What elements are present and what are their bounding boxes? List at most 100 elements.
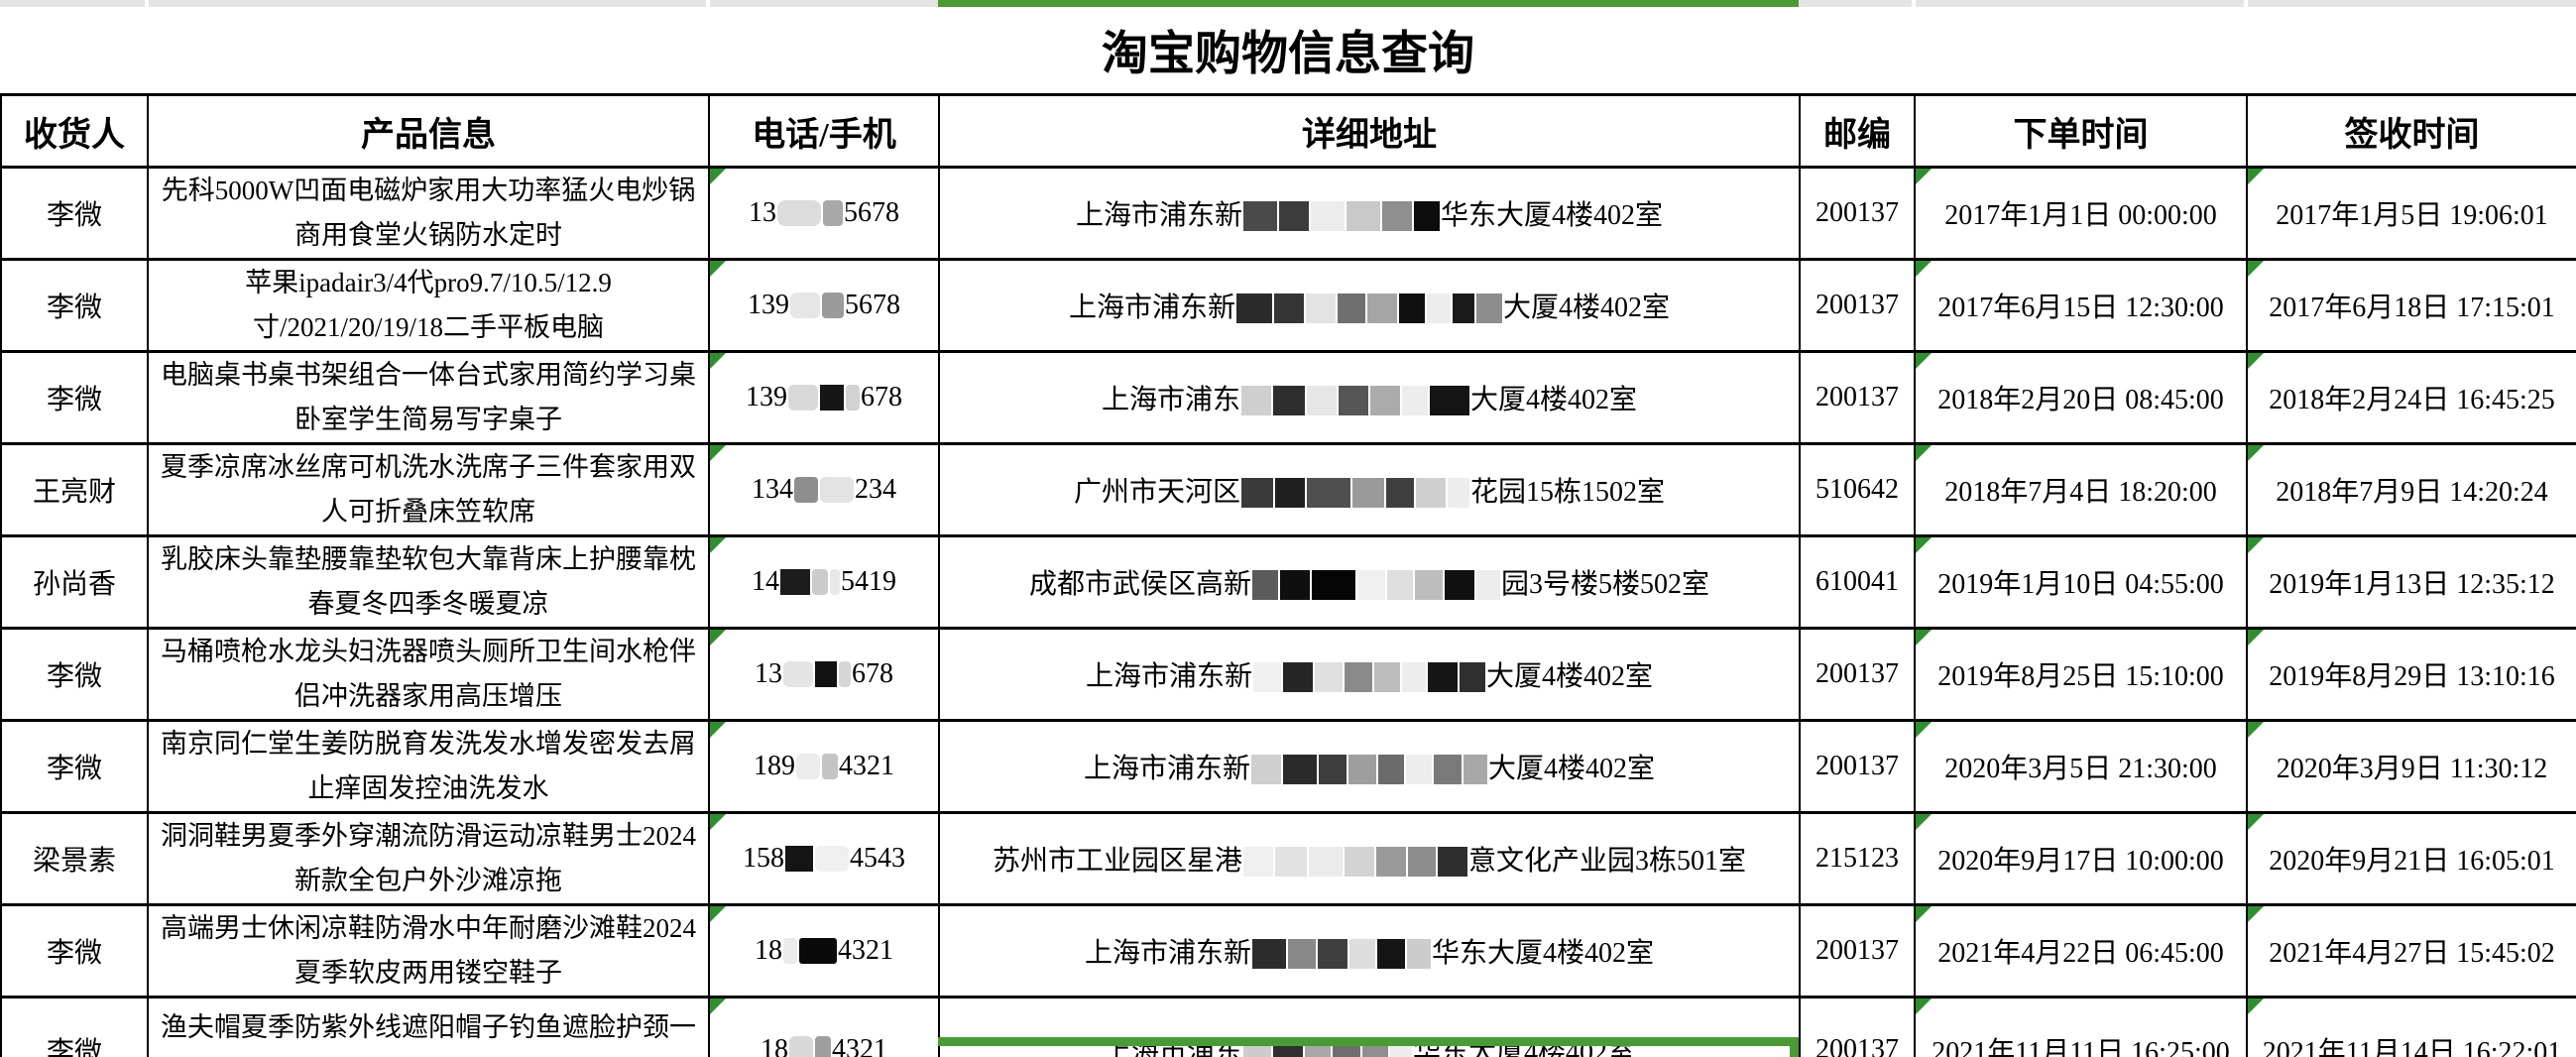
address-value: 上海市浦东 大厦4楼402室 xyxy=(1102,385,1637,415)
cell-product[interactable]: 先科5000W凹面电磁炉家用大功率猛火电炒锅商用食堂火锅防水定时 xyxy=(147,166,710,261)
col-header-postal[interactable]: 邮编 xyxy=(1799,93,1916,169)
cell-flag-triangle-icon xyxy=(1917,631,1932,646)
cell-order-time[interactable]: 2018年7月4日 18:20:00 xyxy=(1914,442,2248,537)
cell-phone[interactable]: 139 5678 xyxy=(708,258,940,353)
cell-address[interactable]: 上海市浦东新 华东大厦4楼402室 xyxy=(938,903,1801,998)
col-header-product[interactable]: 产品信息 xyxy=(147,93,710,169)
cell-address[interactable]: 成都市武侯区高新 园3号楼5楼502室 xyxy=(938,534,1801,630)
cell-flag-triangle-icon xyxy=(2249,815,2264,830)
address-suffix: 大厦4楼402室 xyxy=(1503,293,1671,323)
cell-recipient[interactable]: 王亮财 xyxy=(0,442,149,537)
cell-address[interactable]: 上海市浦东新 华东大厦4楼402室 xyxy=(938,166,1801,261)
cell-address[interactable]: 广州市天河区 花园15栋1502室 xyxy=(938,442,1801,537)
cell-phone[interactable]: 134 234 xyxy=(708,442,940,537)
col-header-order-time[interactable]: 下单时间 xyxy=(1914,93,2248,169)
cell-recipient[interactable]: 李微 xyxy=(0,627,149,722)
cell-postal[interactable]: 200137 xyxy=(1799,258,1916,353)
phone-suffix: 4321 xyxy=(832,1033,887,1057)
cell-phone[interactable]: 18 4321 xyxy=(708,996,940,1057)
cell-product[interactable]: 马桶喷枪水龙头妇洗器喷头厕所卫生间水枪伴侣冲洗器家用高压增压 xyxy=(147,627,710,722)
cell-sign-time[interactable]: 2018年2月24日 16:45:25 xyxy=(2246,350,2576,445)
cell-phone[interactable]: 13 5678 xyxy=(708,166,940,261)
cell-postal[interactable]: 200137 xyxy=(1799,350,1916,445)
cell-product[interactable]: 电脑桌书桌书架组合一体台式家用简约学习桌卧室学生简易写字桌子 xyxy=(147,350,710,445)
cell-product[interactable]: 高端男士休闲凉鞋防滑水中年耐磨沙滩鞋2024夏季软皮两用镂空鞋子 xyxy=(147,903,710,998)
cell-phone[interactable]: 139 678 xyxy=(708,350,940,445)
phone-prefix: 158 xyxy=(743,843,784,874)
address-redaction xyxy=(1242,846,1468,877)
address-suffix: 大厦4楼402室 xyxy=(1486,661,1654,692)
address-value: 广州市天河区 花园15栋1502室 xyxy=(1074,477,1665,508)
phone-redaction xyxy=(788,1034,832,1057)
cell-phone[interactable]: 13 678 xyxy=(708,627,940,722)
cell-product[interactable]: 洞洞鞋男夏季外穿潮流防滑运动凉鞋男士2024新款全包户外沙滩凉拖 xyxy=(147,811,710,906)
col-header-sign-time[interactable]: 签收时间 xyxy=(2246,93,2576,169)
cell-recipient[interactable]: 孙尚香 xyxy=(0,534,149,630)
cell-address[interactable]: 上海市浦东新 大厦4楼402室 xyxy=(938,258,1801,353)
cell-sign-time[interactable]: 2021年11月14日 16:22:01 xyxy=(2246,996,2576,1057)
cell-postal[interactable]: 200137 xyxy=(1799,627,1916,722)
cell-postal[interactable]: 200137 xyxy=(1799,719,1916,814)
cell-postal[interactable]: 200137 xyxy=(1799,166,1916,261)
cell-postal[interactable]: 215123 xyxy=(1799,811,1916,906)
cell-flag-triangle-icon xyxy=(711,999,726,1014)
col-header-address[interactable]: 详细地址 xyxy=(938,93,1801,169)
cell-recipient[interactable]: 梁景素 xyxy=(0,811,149,906)
col-header-recipient[interactable]: 收货人 xyxy=(0,93,149,169)
cell-address[interactable]: 上海市浦东新 大厦4楼402室 xyxy=(938,719,1801,814)
phone-value: 189 4321 xyxy=(754,751,894,781)
strip-cell-divider xyxy=(2244,0,2248,7)
cell-order-time[interactable]: 2019年8月25日 15:10:00 xyxy=(1914,627,2248,722)
cell-phone[interactable]: 14 5419 xyxy=(708,534,940,630)
cell-sign-time[interactable]: 2019年8月29日 13:10:16 xyxy=(2246,627,2576,722)
cell-product[interactable]: 苹果ipadair3/4代pro9.7/10.5/12.9寸/2021/20/1… xyxy=(147,258,710,353)
selected-column-highlight-endcap xyxy=(1790,1037,1799,1057)
cell-flag-triangle-icon xyxy=(1917,446,1932,461)
cell-postal[interactable]: 510642 xyxy=(1799,442,1916,537)
cell-phone[interactable]: 189 4321 xyxy=(708,719,940,814)
cell-postal[interactable]: 610041 xyxy=(1799,534,1916,630)
cell-address[interactable]: 上海市浦东新 大厦4楼402室 xyxy=(938,627,1801,722)
cell-order-time[interactable]: 2021年11月11日 16:25:00 xyxy=(1914,996,2248,1057)
cell-order-time[interactable]: 2017年6月15日 12:30:00 xyxy=(1914,258,2248,353)
cell-sign-time[interactable]: 2018年7月9日 14:20:24 xyxy=(2246,442,2576,537)
col-header-phone[interactable]: 电话/手机 xyxy=(708,93,940,169)
cell-order-time[interactable]: 2020年3月5日 21:30:00 xyxy=(1914,719,2248,814)
cell-product[interactable]: 渔夫帽夏季防紫外线遮阳帽子钓鱼遮脸护颈一体男防晒帽大檐太阳帽 xyxy=(147,996,710,1057)
cell-postal[interactable]: 200137 xyxy=(1799,996,1916,1057)
cell-sign-time[interactable]: 2019年1月13日 12:35:12 xyxy=(2246,534,2576,630)
cell-sign-time[interactable]: 2017年1月5日 19:06:01 xyxy=(2246,166,2576,261)
cell-recipient[interactable]: 李微 xyxy=(0,903,149,998)
phone-value: 13 678 xyxy=(755,658,893,689)
cell-phone[interactable]: 158 4543 xyxy=(708,811,940,906)
cell-recipient[interactable]: 李微 xyxy=(0,996,149,1057)
cell-recipient[interactable]: 李微 xyxy=(0,166,149,261)
cell-sign-time[interactable]: 2020年9月21日 16:05:01 xyxy=(2246,811,2576,906)
cell-order-time[interactable]: 2020年9月17日 10:00:00 xyxy=(1914,811,2248,906)
cell-sign-time[interactable]: 2020年3月9日 11:30:12 xyxy=(2246,719,2576,814)
cell-sign-time[interactable]: 2017年6月18日 17:15:01 xyxy=(2246,258,2576,353)
cell-order-time[interactable]: 2018年2月20日 08:45:00 xyxy=(1914,350,2248,445)
cell-recipient[interactable]: 李微 xyxy=(0,350,149,445)
cell-recipient[interactable]: 李微 xyxy=(0,258,149,353)
cell-recipient[interactable]: 李微 xyxy=(0,719,149,814)
cell-sign-time[interactable]: 2021年4月27日 15:45:02 xyxy=(2246,903,2576,998)
address-value: 成都市武侯区高新 园3号楼5楼502室 xyxy=(1029,569,1709,600)
cell-address[interactable]: 苏州市工业园区星港 意文化产业园3栋501室 xyxy=(938,811,1801,906)
cell-postal[interactable]: 200137 xyxy=(1799,903,1916,998)
cell-product[interactable]: 南京同仁堂生姜防脱育发洗发水增发密发去屑止痒固发控油洗发水 xyxy=(147,719,710,814)
cell-flag-triangle-icon xyxy=(1917,907,1932,922)
cell-order-time[interactable]: 2021年4月22日 06:45:00 xyxy=(1914,903,2248,998)
cell-address[interactable]: 上海市浦东 大厦4楼402室 xyxy=(938,350,1801,445)
phone-prefix: 18 xyxy=(755,935,782,966)
cell-product[interactable]: 夏季凉席冰丝席可机洗水洗席子三件套家用双人可折叠床笠软席 xyxy=(147,442,710,537)
table-row: 王亮财 夏季凉席冰丝席可机洗水洗席子三件套家用双人可折叠床笠软席 134 234 … xyxy=(0,442,2576,537)
order-time-value: 2021年11月11日 16:25:00 xyxy=(1932,1036,2230,1057)
address-value: 上海市浦东新 华东大厦4楼402室 xyxy=(1085,938,1654,969)
address-redaction xyxy=(1250,754,1488,784)
cell-phone[interactable]: 18 4321 xyxy=(708,903,940,998)
cell-order-time[interactable]: 2017年1月1日 00:00:00 xyxy=(1914,166,2248,261)
cell-product[interactable]: 乳胶床头靠垫腰靠垫软包大靠背床上护腰靠枕春夏冬四季冬暖夏凉 xyxy=(147,534,710,630)
cell-order-time[interactable]: 2019年1月10日 04:55:00 xyxy=(1914,534,2248,630)
cell-address[interactable]: 上海市浦东 华东大厦4楼402室 xyxy=(938,996,1801,1057)
